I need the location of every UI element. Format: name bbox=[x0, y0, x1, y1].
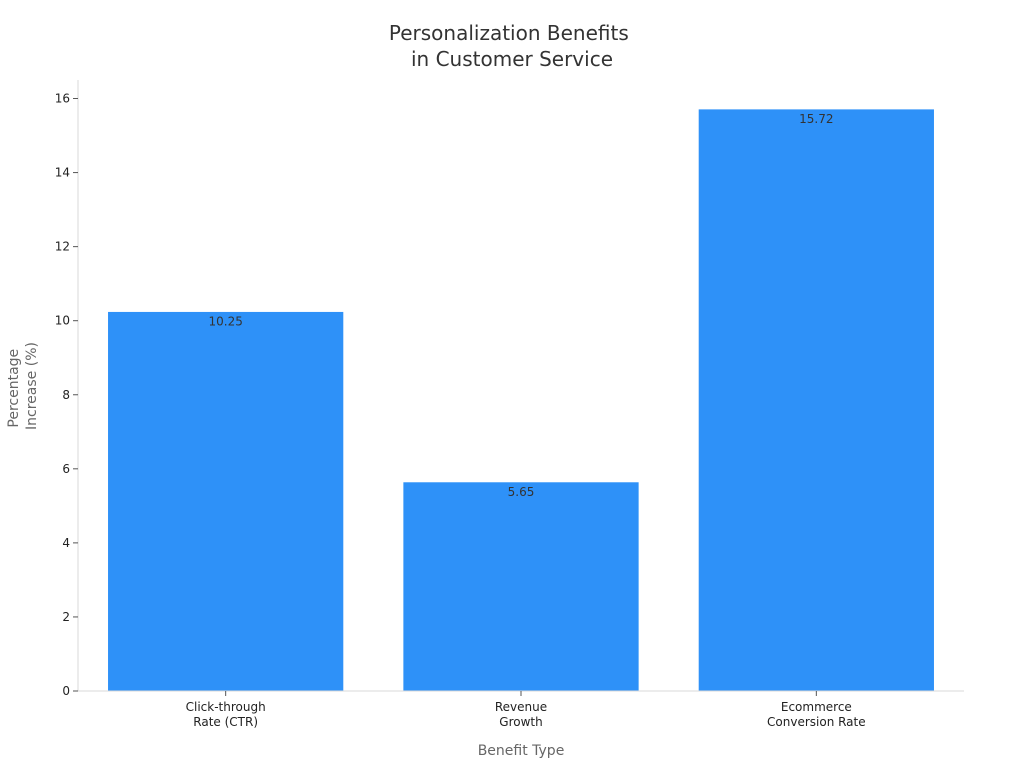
y-tick-label-7: 14 bbox=[55, 166, 70, 180]
y-axis-title-line-1: Percentage bbox=[6, 349, 22, 428]
x-tick-label-2-line-1: Conversion Rate bbox=[767, 715, 866, 729]
y-axis-title-line-2: Increase (%) bbox=[24, 342, 40, 430]
y-axis-title: Percentage Increase (%) bbox=[6, 342, 40, 430]
y-tick-label-4: 8 bbox=[62, 388, 70, 402]
x-tick-label-2-line-0: Ecommerce bbox=[781, 700, 852, 714]
data-label-2: 15.72 bbox=[799, 112, 833, 126]
x-tick-label-1: Revenue Growth bbox=[495, 700, 547, 729]
x-tick-label-0-line-1: Rate (CTR) bbox=[193, 715, 258, 729]
chart-title-line-1: Personalization Benefits bbox=[389, 21, 629, 45]
x-axis-title: Benefit Type bbox=[478, 743, 565, 759]
x-tick-label-0: Click-through Rate (CTR) bbox=[186, 700, 266, 729]
y-tick-label-2: 4 bbox=[62, 536, 70, 550]
chart-title-line-2: in Customer Service bbox=[411, 47, 613, 71]
data-labels-group: 10.25 5.65 15.72 bbox=[208, 112, 833, 499]
x-tick-label-1-line-1: Growth bbox=[499, 715, 542, 729]
x-tick-label-0-line-0: Click-through bbox=[186, 700, 266, 714]
x-tick-label-2: Ecommerce Conversion Rate bbox=[767, 700, 866, 729]
y-tick-label-5: 10 bbox=[55, 314, 70, 328]
y-tick-label-8: 16 bbox=[55, 92, 70, 106]
bar-2 bbox=[697, 108, 935, 692]
bars-group bbox=[107, 108, 935, 692]
data-label-1: 5.65 bbox=[508, 485, 535, 499]
y-tick-label-0: 0 bbox=[62, 684, 70, 698]
y-axis: 0 2 4 6 8 10 12 14 16 bbox=[55, 80, 79, 698]
chart-title: Personalization Benefits in Customer Ser… bbox=[389, 21, 635, 71]
bar-0 bbox=[107, 310, 345, 692]
bar-1 bbox=[402, 481, 640, 692]
y-tick-label-3: 6 bbox=[62, 462, 70, 476]
x-axis: Click-through Rate (CTR) Revenue Growth Ecom… bbox=[78, 690, 964, 729]
data-label-0: 10.25 bbox=[208, 314, 242, 328]
y-tick-label-1: 2 bbox=[62, 610, 70, 624]
x-tick-label-1-line-0: Revenue bbox=[495, 700, 547, 714]
y-tick-label-6: 12 bbox=[55, 240, 70, 254]
